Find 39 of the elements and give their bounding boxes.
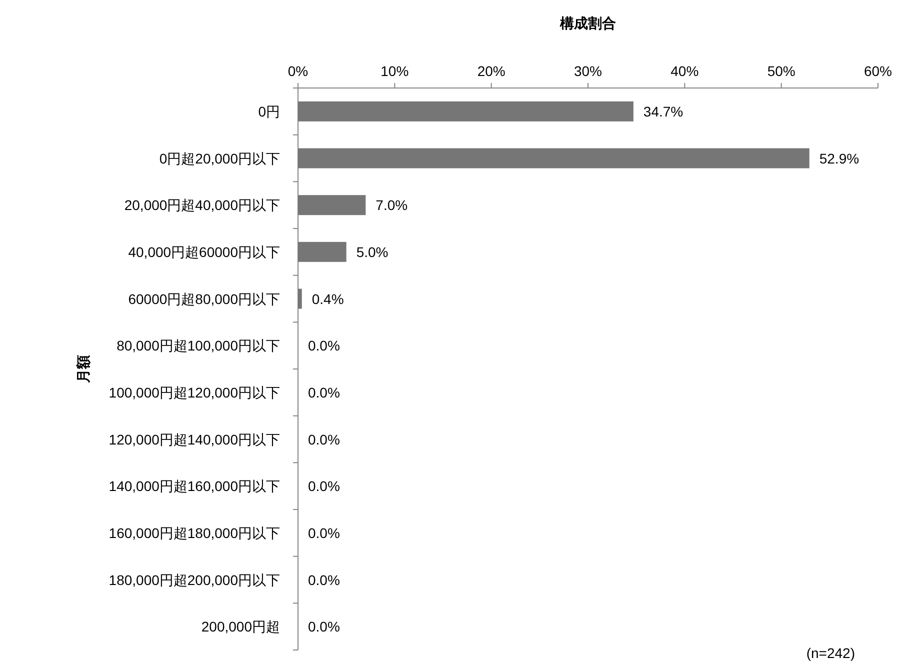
data-label: 0.0% xyxy=(308,431,340,448)
data-label: 7.0% xyxy=(376,197,408,214)
bar xyxy=(298,195,366,216)
data-label: 0.0% xyxy=(308,618,340,635)
annotation: (n=242) xyxy=(806,645,855,661)
data-label: 0.0% xyxy=(308,384,340,400)
data-label: 5.0% xyxy=(356,244,388,260)
y-tick-label: 40,000円超60000円以下 xyxy=(128,244,280,260)
bar xyxy=(298,242,346,262)
bar xyxy=(298,288,302,309)
y-tick-label: 120,000円超140,000円以下 xyxy=(108,431,280,448)
y-tick-label: 180,000円超200,000円以下 xyxy=(108,572,280,588)
y-axis-title: 月額 xyxy=(75,355,91,384)
y-tick-label: 0円超20,000円以下 xyxy=(159,150,280,166)
y-tick-label: 160,000円超180,000円以下 xyxy=(108,524,280,541)
data-label: 34.7% xyxy=(643,103,684,120)
x-tick-label: 40% xyxy=(670,63,699,79)
bar xyxy=(298,101,634,122)
x-tick-label: 30% xyxy=(574,63,602,79)
y-tick-label: 200,000円超 xyxy=(201,618,280,635)
data-label: 0.0% xyxy=(308,478,340,494)
data-label: 52.9% xyxy=(819,150,860,166)
x-tick-label: 0% xyxy=(288,63,308,79)
data-label: 0.0% xyxy=(308,572,340,588)
x-axis-title: 構成割合 xyxy=(559,15,616,31)
x-tick-label: 50% xyxy=(767,63,796,79)
y-tick-label: 0円 xyxy=(258,103,280,120)
data-label: 0.4% xyxy=(312,290,344,307)
y-tick-label: 140,000円超160,000円以下 xyxy=(108,478,280,494)
y-tick-label: 80,000円超100,000円以下 xyxy=(116,338,280,354)
x-tick-label: 20% xyxy=(477,63,506,79)
x-tick-label: 60% xyxy=(864,63,892,79)
y-tick-label: 60000円超80,000円以下 xyxy=(128,290,280,307)
data-label: 0.0% xyxy=(308,524,340,541)
y-tick-label: 100,000円超120,000円以下 xyxy=(108,384,280,400)
data-label: 0.0% xyxy=(308,338,340,354)
y-tick-label: 20,000円超40,000円以下 xyxy=(124,197,280,214)
bar xyxy=(298,148,810,168)
x-tick-label: 10% xyxy=(380,63,409,79)
